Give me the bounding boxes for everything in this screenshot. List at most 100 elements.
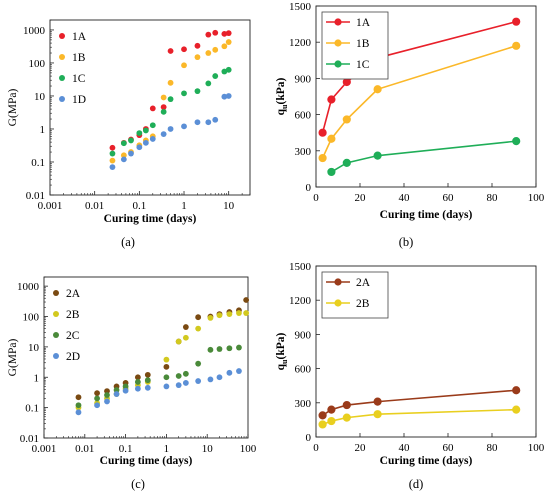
data-point <box>195 360 202 367</box>
data-point <box>236 368 242 374</box>
y-tick-label: 900 <box>295 329 312 341</box>
data-point <box>75 402 82 409</box>
y-axis-title-sub: u <box>280 104 289 109</box>
data-point <box>318 420 327 429</box>
data-point <box>136 130 143 136</box>
x-tick-label: 20 <box>355 192 367 204</box>
data-point <box>182 334 189 341</box>
data-point <box>134 379 141 385</box>
data-point <box>226 345 233 352</box>
data-point <box>207 315 214 321</box>
legend-swatch-marker <box>59 75 65 81</box>
data-point <box>94 395 100 402</box>
y-tick-label: 1000 <box>17 281 40 293</box>
panel-caption: (b) <box>399 235 414 249</box>
data-point <box>167 79 174 86</box>
legend-box <box>321 271 389 319</box>
y-tick-label: 10 <box>34 91 46 103</box>
legend: 2A 2B 2C 2D <box>53 288 81 363</box>
y-tick-label: 1200 <box>289 295 312 307</box>
data-point <box>205 80 212 87</box>
data-point <box>221 30 228 37</box>
data-point <box>182 370 189 377</box>
data-point <box>327 416 336 426</box>
legend-swatch-marker <box>334 18 342 26</box>
data-point <box>318 411 327 420</box>
x-tick-label: 1 <box>164 443 170 455</box>
series-1A <box>318 17 521 137</box>
data-point <box>512 137 521 146</box>
legend-swatch-marker <box>53 290 59 296</box>
series-2A <box>75 297 250 401</box>
legend-label: 2A <box>66 288 81 300</box>
data-point <box>327 167 336 177</box>
y-tick-label: 0.01 <box>26 190 45 202</box>
y-axis-title-main: q <box>275 108 287 115</box>
x-axis-title: Curing time (days) <box>380 209 473 221</box>
legend-label: 1B <box>356 38 370 50</box>
data-point <box>120 152 127 159</box>
data-point <box>134 385 141 392</box>
series-line <box>322 408 517 426</box>
data-point <box>327 134 336 143</box>
y-tick-label: 600 <box>295 364 312 376</box>
data-point <box>318 153 327 163</box>
x-tick-label: 60 <box>443 442 455 454</box>
data-point <box>327 95 336 104</box>
data-point <box>75 394 82 401</box>
series-line <box>322 389 517 417</box>
series-2C <box>75 344 242 409</box>
data-point <box>113 391 120 397</box>
data-point <box>195 314 202 321</box>
data-point <box>195 378 202 384</box>
data-point <box>226 311 233 318</box>
data-point <box>373 151 382 160</box>
data-point <box>109 157 116 164</box>
legend: 2A 2B <box>321 271 389 319</box>
data-point <box>128 150 134 157</box>
data-point <box>109 144 116 151</box>
x-tick-label: 40 <box>399 442 411 454</box>
y-tick-label: 100 <box>29 58 46 70</box>
data-point <box>149 136 156 142</box>
y-tick-label: 300 <box>295 146 312 158</box>
data-point <box>75 409 82 416</box>
data-point <box>160 131 167 137</box>
data-point <box>122 387 129 394</box>
data-point <box>182 324 189 330</box>
x-tick-label: 0.01 <box>75 443 94 455</box>
data-point <box>216 346 223 352</box>
legend-label: 1B <box>72 52 86 64</box>
x-tick-label: 0.001 <box>38 200 63 212</box>
series-1C <box>327 137 521 177</box>
x-tick-label: 0.1 <box>119 443 133 455</box>
data-point <box>318 128 327 137</box>
data-point <box>327 405 336 414</box>
data-point <box>175 373 182 379</box>
y-tick-label: 0.1 <box>31 157 45 169</box>
data-point <box>149 122 156 129</box>
y-axis-title: G(MPa) <box>7 88 19 126</box>
data-point <box>181 62 187 69</box>
y-axis-title: qu(kPa) <box>275 77 289 115</box>
data-point <box>163 374 170 381</box>
legend-box <box>321 11 389 80</box>
series-1C <box>109 66 232 157</box>
data-point <box>194 54 201 61</box>
x-axis-title: Curing time (days) <box>100 455 193 467</box>
data-point <box>221 93 228 100</box>
data-point <box>160 104 167 110</box>
legend: 1A 1B 1C 1D <box>59 31 87 106</box>
y-tick-label: 600 <box>295 110 312 122</box>
y-axis-title-unit: (kPa) <box>275 332 287 359</box>
x-tick-label: 40 <box>399 192 411 204</box>
data-point <box>212 116 219 123</box>
data-point <box>142 139 149 146</box>
legend-swatch-marker <box>334 39 342 47</box>
x-tick-label: 100 <box>240 443 257 455</box>
legend-swatch-marker <box>334 278 342 286</box>
series-2B <box>318 405 521 429</box>
plot-frame <box>315 5 537 188</box>
legend-swatch-marker <box>53 332 59 338</box>
